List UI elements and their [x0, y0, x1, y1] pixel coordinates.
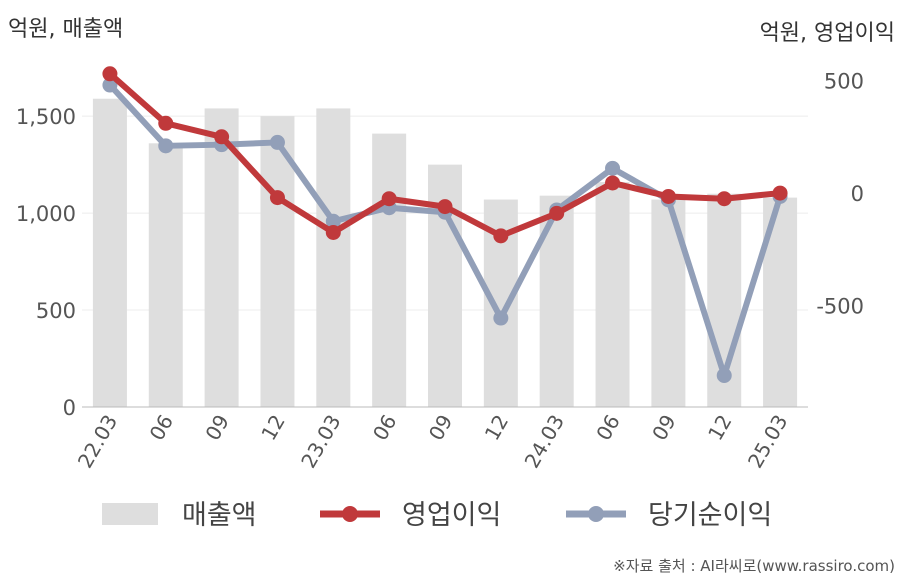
bar	[372, 133, 407, 407]
legend-marker-net-income	[588, 506, 604, 522]
left-axis-title: 억원, 매출액	[8, 17, 123, 42]
operating-profit-point	[716, 191, 732, 207]
line-series	[102, 66, 788, 383]
x-tick-label: 12	[480, 411, 514, 445]
bar	[148, 143, 183, 408]
x-tick-label: 12	[703, 411, 737, 445]
x-tick-label: 22.03	[73, 411, 122, 473]
operating-profit-point	[102, 66, 118, 82]
left-tick-label: 0	[63, 396, 76, 420]
bar	[92, 98, 127, 407]
operating-profit-point	[549, 205, 565, 221]
legend-label-operating-profit: 영업이익	[402, 500, 501, 531]
x-axis-ticks: 22.03 06 09 12 23.03 06 09 12 24.03 06 09 12 25.03	[73, 411, 793, 473]
legend-label-net-income: 당기순이익	[648, 500, 772, 531]
x-tick-label: 09	[200, 411, 234, 445]
bar	[316, 108, 351, 408]
right-tick-label: 500	[824, 70, 864, 94]
x-tick-label: 12	[256, 411, 290, 445]
operating-profit-point	[381, 191, 397, 207]
x-tick-label: 09	[647, 411, 681, 445]
x-tick-label: 06	[591, 411, 625, 445]
operating-profit-point	[269, 190, 285, 206]
net-income-point	[102, 77, 118, 93]
legend-swatch-sales	[102, 503, 158, 525]
x-tick-label: 06	[368, 411, 402, 445]
x-tick-label: 06	[145, 411, 179, 445]
operating-profit-point	[660, 188, 676, 204]
net-income-point	[325, 213, 341, 229]
right-axis-ticks: -500 0 500	[816, 70, 864, 319]
operating-profit-point	[772, 185, 788, 201]
operating-profit-point	[437, 199, 453, 215]
x-tick-label: 25.03	[743, 411, 792, 473]
left-axis-ticks: 0 500 1,000 1,500	[16, 105, 76, 420]
net-income-point	[493, 310, 509, 326]
bar	[260, 116, 295, 408]
left-tick-label: 1,000	[16, 202, 76, 226]
right-axis-title: 억원, 영업이익	[760, 21, 895, 46]
legend-marker-operating-profit	[342, 506, 358, 522]
operating-profit-point	[214, 129, 230, 145]
x-tick-label: 23.03	[296, 411, 345, 473]
net-income-point	[269, 134, 285, 150]
bar	[595, 182, 630, 407]
source-note: ※자료 출처 : AI라씨로(www.rassiro.com)	[613, 557, 895, 575]
net-income-point	[605, 160, 621, 176]
operating-profit-point	[605, 175, 621, 191]
bar	[204, 108, 239, 408]
left-tick-label: 500	[36, 299, 76, 323]
right-tick-label: -500	[816, 295, 864, 319]
x-tick-label: 24.03	[520, 411, 569, 473]
net-income-point	[158, 138, 174, 154]
operating-profit-point	[325, 225, 341, 240]
right-tick-label: 0	[851, 182, 864, 206]
legend: 매출액 영업이익 당기순이익	[102, 500, 772, 531]
left-tick-label: 1,500	[16, 105, 76, 129]
legend-label-sales: 매출액	[182, 500, 257, 531]
net-income-point	[716, 367, 732, 383]
x-tick-label: 09	[424, 411, 458, 445]
operating-profit-point	[158, 115, 174, 131]
operating-profit-point	[493, 228, 509, 244]
